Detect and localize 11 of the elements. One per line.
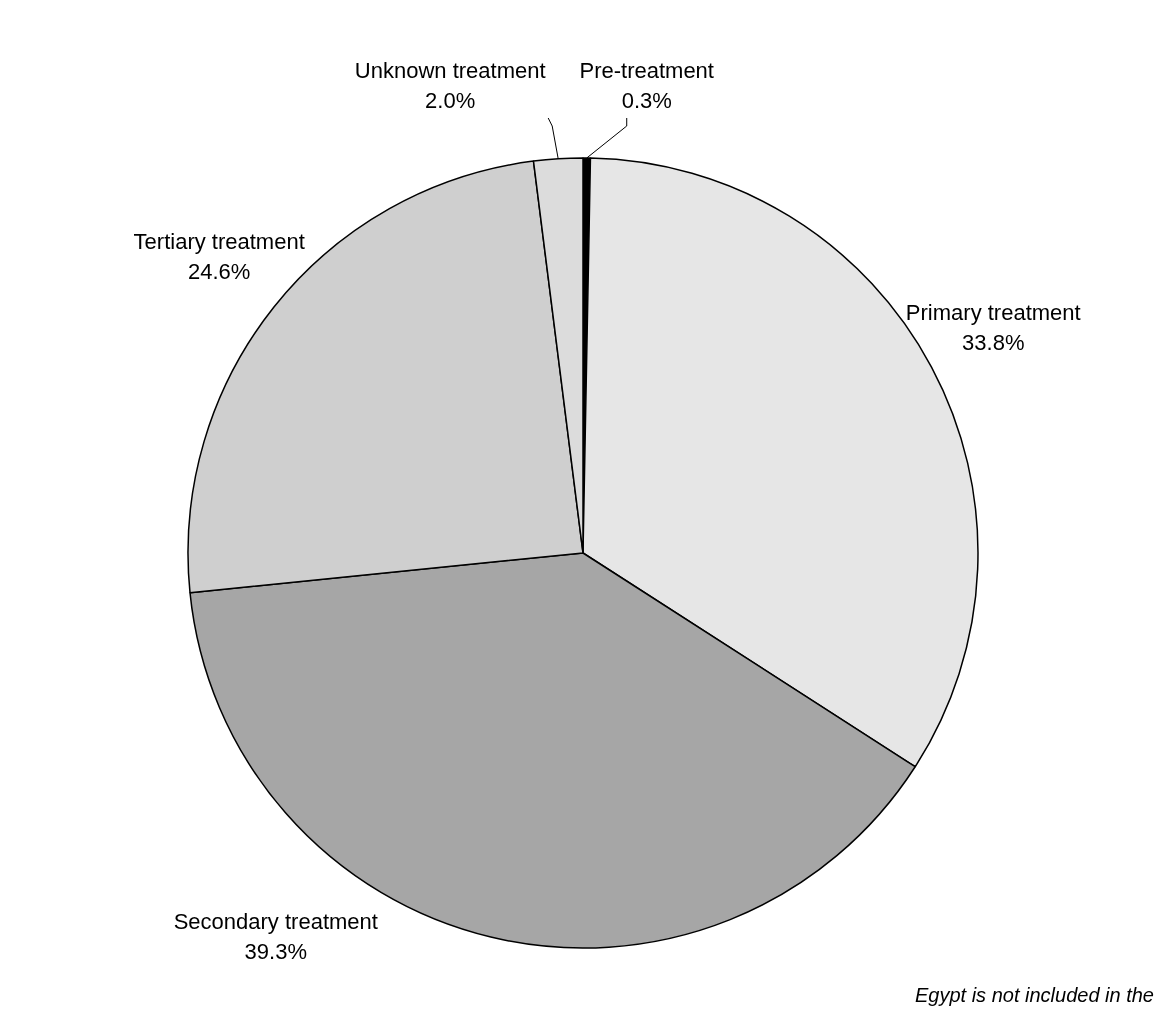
data-label: 2.0% — [425, 88, 476, 113]
slice-label: Secondary treatment — [173, 909, 378, 935]
slice-label: Pre-treatment — [579, 58, 714, 83]
data-label: 33.8% — [962, 330, 1025, 356]
data-label: 39.3% — [244, 939, 307, 965]
slice-label: Unknown treatment — [354, 58, 546, 83]
slice-label: Primary treatment — [905, 300, 1081, 326]
text: Egypt is not included in the — [914, 984, 1154, 1006]
data-label: 0.3% — [621, 88, 672, 113]
slice-label: Tertiary treatment — [133, 229, 305, 255]
data-label: 24.6% — [187, 259, 251, 285]
